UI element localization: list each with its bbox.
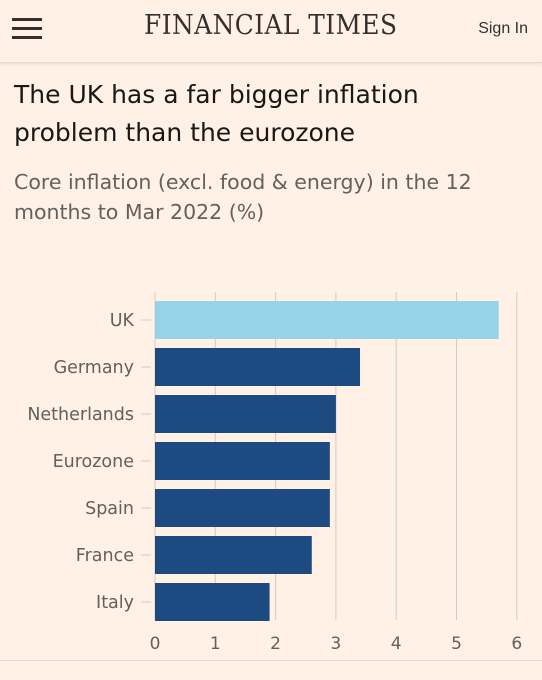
category-label: Netherlands <box>27 405 134 425</box>
x-tick-label: 4 <box>391 634 402 654</box>
sign-in-link[interactable]: Sign In <box>478 20 528 37</box>
category-label: Germany <box>54 358 134 378</box>
top-navigation-bar: FINANCIAL TIMES Sign In <box>0 0 542 63</box>
category-label: Spain <box>85 499 134 519</box>
category-label: Italy <box>96 593 134 613</box>
bar-chart: 0 1 2 3 4 5 6 UK Germany Netherlands Eurozone Spain… <box>27 292 522 654</box>
chart-title: The UK has a far bigger inflation proble… <box>14 80 419 147</box>
bar <box>155 301 499 339</box>
masthead-logo[interactable]: FINANCIAL TIMES <box>0 10 542 41</box>
masthead-text: FINANCIAL TIMES <box>144 10 398 41</box>
bar <box>155 536 312 574</box>
x-tick-label: 3 <box>330 634 341 654</box>
x-tick-label: 0 <box>150 634 161 654</box>
bottom-divider <box>0 660 542 661</box>
bar <box>155 442 330 480</box>
category-label: France <box>76 546 134 566</box>
hamburger-menu-icon[interactable] <box>12 16 42 42</box>
bar <box>155 583 270 621</box>
bar <box>155 395 336 433</box>
x-tick-label: 6 <box>511 634 522 654</box>
x-tick-label: 5 <box>451 634 462 654</box>
bar <box>155 489 330 527</box>
category-label: UK <box>110 311 135 331</box>
x-tick-label: 1 <box>210 634 221 654</box>
x-tick-label: 2 <box>270 634 281 654</box>
category-label: Eurozone <box>53 452 134 472</box>
bar <box>155 348 361 386</box>
chart-subtitle: Core inflation (excl. food & energy) in … <box>14 170 472 224</box>
